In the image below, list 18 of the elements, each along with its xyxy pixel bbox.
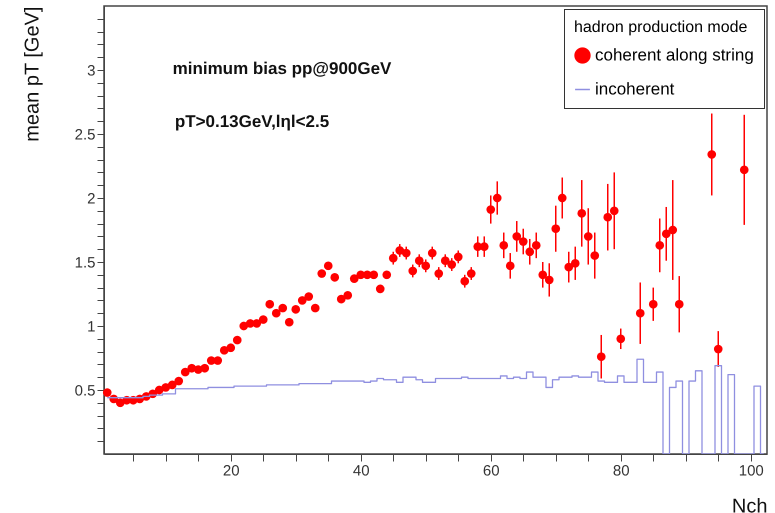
x-tick-label: 80 xyxy=(612,462,630,480)
legend-label: coherent along string xyxy=(595,46,754,64)
y-tick-label: 0.5 xyxy=(74,382,96,400)
annotation: minimum bias pp@900GeV xyxy=(172,59,392,78)
x-axis-title: Nch xyxy=(732,496,768,513)
x-tick-label: 60 xyxy=(482,462,500,480)
y-tick-label: 3 xyxy=(87,62,96,80)
y-tick-label: 1.5 xyxy=(74,254,96,272)
x-tick-label: 40 xyxy=(352,462,370,480)
y-tick-label: 1 xyxy=(87,318,96,336)
x-tick-label: 100 xyxy=(738,462,764,480)
x-tick-label: 20 xyxy=(222,462,240,480)
legend-label: incoherent xyxy=(595,80,675,98)
annotation: pT>0.13GeV,lηl<2.5 xyxy=(174,112,330,131)
y-axis-title: mean pT [GeV] xyxy=(22,6,44,142)
y-tick-label: 2.5 xyxy=(74,126,96,144)
legend-title: hadron production mode xyxy=(574,19,748,36)
y-tick-label: 2 xyxy=(87,190,96,208)
